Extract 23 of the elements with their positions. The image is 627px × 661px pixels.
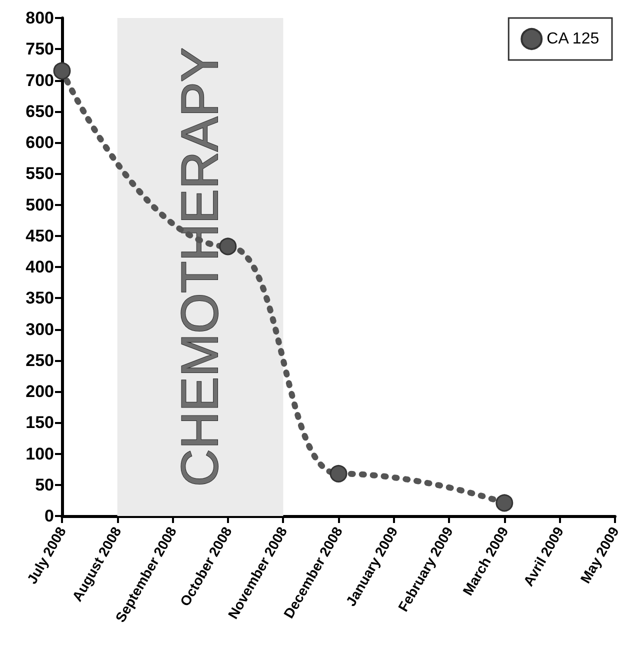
y-tick-label: 500 — [26, 195, 54, 214]
y-tick-label: 350 — [26, 288, 54, 308]
y-tick-label: 300 — [26, 320, 54, 339]
y-tick-label: 650 — [26, 102, 54, 121]
y-tick-label: 800 — [26, 8, 54, 28]
y-tick-label: 700 — [26, 70, 54, 90]
point — [496, 494, 514, 512]
y-tick-label: 50 — [35, 475, 54, 494]
legend-label: CA 125 — [546, 30, 600, 48]
y-tick-label: 0 — [44, 506, 54, 526]
y-tick-label: 100 — [26, 444, 54, 464]
y-tick-label: 150 — [26, 413, 54, 432]
y-tick-label: 550 — [26, 164, 54, 184]
y-tick-label: 250 — [26, 350, 54, 370]
y-tick-label: 600 — [26, 133, 54, 152]
y-tick-label: 400 — [26, 258, 54, 276]
point — [53, 62, 71, 80]
y-tick-label: 200 — [26, 382, 54, 401]
band-label: CHEMOTHERAPY — [171, 47, 230, 487]
y-tick-label: 750 — [26, 40, 54, 59]
point — [330, 464, 348, 482]
y-tick-label: 450 — [26, 226, 54, 246]
point — [219, 238, 237, 256]
